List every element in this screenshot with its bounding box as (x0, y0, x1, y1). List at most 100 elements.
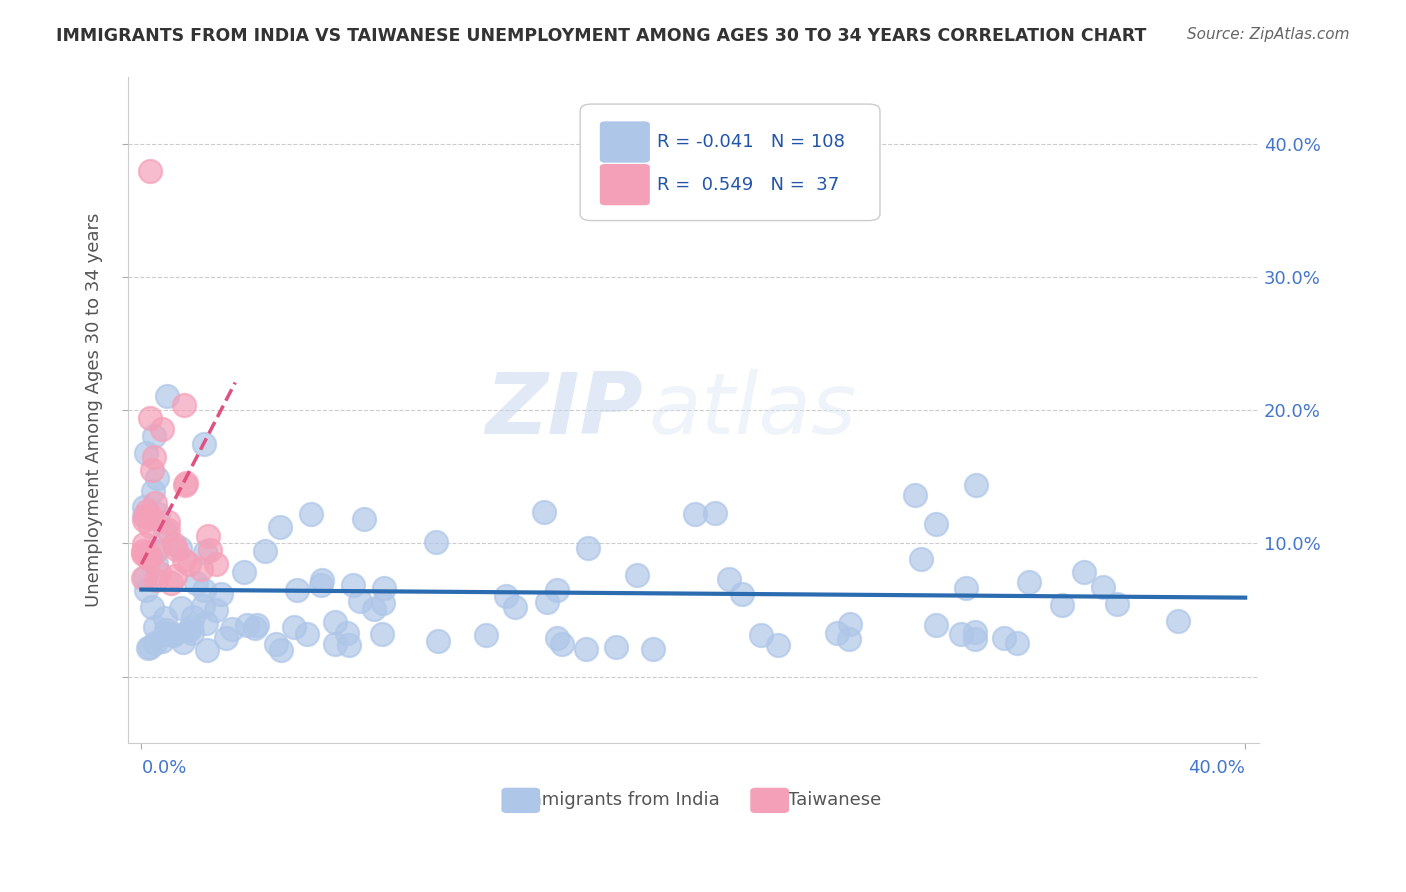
Point (1073, 566, 1095, 580)
Point (342, 577, 364, 591)
Point (143, 496, 166, 510)
Point (155, 623, 177, 637)
Point (337, 638, 360, 652)
Point (142, 483, 165, 498)
Text: Taiwanese: Taiwanese (789, 790, 882, 809)
Point (253, 544, 276, 558)
Point (139, 410, 162, 425)
FancyBboxPatch shape (751, 789, 789, 813)
Point (156, 515, 179, 529)
Point (197, 528, 219, 542)
Point (505, 599, 527, 614)
Point (683, 507, 706, 521)
Point (768, 638, 790, 652)
Point (198, 543, 221, 558)
Point (1105, 597, 1128, 611)
Point (269, 520, 291, 534)
Point (536, 595, 558, 609)
Point (904, 488, 927, 502)
Point (155, 627, 177, 641)
Point (910, 552, 932, 566)
Point (163, 627, 186, 641)
Point (349, 594, 371, 608)
Point (139, 519, 162, 533)
Point (135, 582, 157, 597)
Point (285, 582, 308, 597)
Point (236, 618, 259, 632)
Point (749, 627, 772, 641)
Point (169, 541, 191, 555)
Point (141, 510, 163, 524)
Point (181, 626, 204, 640)
Point (163, 537, 186, 551)
Point (641, 642, 664, 657)
Point (246, 618, 269, 632)
Point (194, 615, 217, 630)
Point (138, 548, 160, 562)
Point (177, 557, 200, 571)
Point (605, 640, 627, 655)
Point (150, 633, 173, 648)
Text: Immigrants from India: Immigrants from India (519, 790, 720, 809)
Point (174, 475, 197, 490)
Point (925, 517, 948, 532)
Point (1005, 636, 1028, 650)
Point (704, 506, 727, 520)
Point (427, 634, 450, 648)
Point (150, 422, 173, 436)
Point (925, 618, 948, 632)
Point (132, 537, 155, 551)
Point (135, 446, 157, 460)
Point (134, 500, 156, 514)
Point (533, 505, 555, 519)
Point (575, 642, 598, 657)
Point (209, 586, 232, 600)
Text: IMMIGRANTS FROM INDIA VS TAIWANESE UNEMPLOYMENT AMONG AGES 30 TO 34 YEARS CORREL: IMMIGRANTS FROM INDIA VS TAIWANESE UNEMP… (56, 27, 1147, 45)
Point (363, 601, 385, 615)
Text: 40.0%: 40.0% (1188, 759, 1246, 777)
Point (132, 571, 155, 585)
Text: 0.0%: 0.0% (142, 759, 187, 777)
Point (546, 582, 568, 597)
Text: R =  0.549   N =  37: R = 0.549 N = 37 (657, 176, 839, 194)
Point (205, 602, 228, 616)
FancyBboxPatch shape (502, 789, 540, 813)
Point (295, 626, 318, 640)
Point (141, 600, 163, 615)
Point (132, 547, 155, 561)
FancyBboxPatch shape (600, 165, 650, 204)
Point (264, 636, 287, 650)
Point (145, 544, 167, 558)
Point (221, 623, 243, 637)
Y-axis label: Unemployment Among Ages 30 to 34 years: Unemployment Among Ages 30 to 34 years (86, 213, 103, 607)
Point (156, 523, 179, 537)
Point (1167, 614, 1189, 628)
Point (173, 553, 195, 567)
Point (132, 543, 155, 558)
Point (965, 632, 987, 647)
Point (233, 565, 256, 579)
Point (309, 578, 332, 592)
Point (371, 597, 394, 611)
Point (193, 599, 215, 613)
Point (165, 542, 187, 557)
Point (353, 512, 375, 526)
Point (141, 463, 163, 477)
Point (134, 570, 156, 584)
Point (155, 610, 177, 624)
Point (373, 581, 395, 595)
Point (245, 622, 267, 636)
Point (138, 163, 160, 178)
Point (299, 507, 322, 521)
Point (134, 508, 156, 523)
Point (160, 576, 183, 591)
Point (184, 576, 207, 591)
Point (311, 573, 333, 587)
Point (153, 524, 176, 539)
Point (283, 620, 305, 634)
Point (139, 640, 162, 654)
Point (142, 544, 165, 558)
Point (156, 389, 179, 403)
Point (955, 582, 977, 596)
Point (717, 573, 740, 587)
